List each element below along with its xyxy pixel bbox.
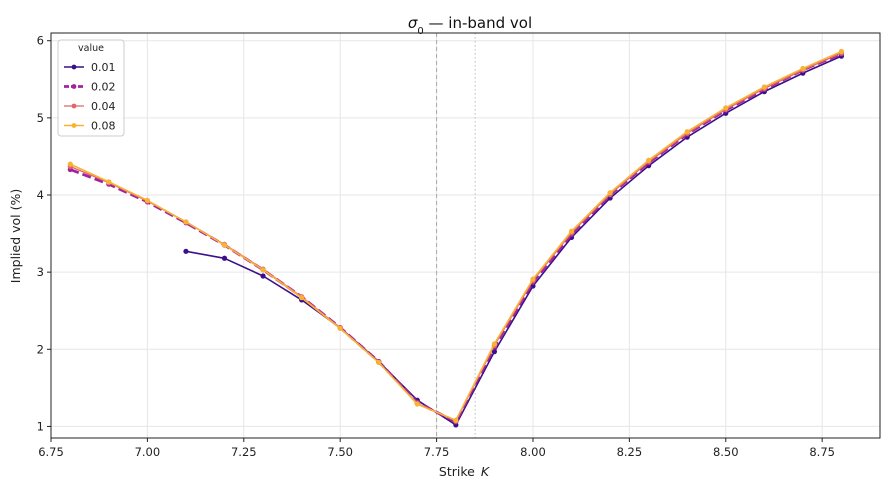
x-tick-label: 7.00 xyxy=(135,445,161,459)
title-text: — in-band vol xyxy=(424,14,532,32)
legend-entry: 0.02 xyxy=(64,81,116,94)
x-tick-label: 6.75 xyxy=(38,445,64,459)
y-tick-label: 1 xyxy=(37,419,44,433)
y-tick-label: 6 xyxy=(37,34,44,48)
data-point xyxy=(723,105,729,111)
data-point xyxy=(568,228,575,234)
legend-swatch-marker xyxy=(71,84,77,89)
data-point xyxy=(337,325,343,332)
data-point xyxy=(144,197,150,203)
x-tick-label: 8.50 xyxy=(713,445,739,459)
data-point xyxy=(491,349,498,355)
title-subscript: 0 xyxy=(417,26,423,37)
data-point xyxy=(453,417,459,423)
legend-entry: 0.04 xyxy=(64,100,116,113)
data-point xyxy=(646,157,652,163)
data-point xyxy=(761,84,767,90)
data-point xyxy=(221,242,228,248)
x-axis-label-text: Strike xyxy=(439,464,475,479)
data-point xyxy=(183,248,189,254)
y-tick-label: 2 xyxy=(37,342,44,356)
data-point xyxy=(299,295,305,301)
x-tick-label: 7.50 xyxy=(327,445,353,459)
data-point xyxy=(838,48,845,55)
data-point xyxy=(106,179,112,185)
x-axis-label-variable: K xyxy=(481,464,491,479)
y-tick-label: 4 xyxy=(37,188,44,202)
x-tick-label: 8.75 xyxy=(809,445,835,459)
grid xyxy=(50,33,880,438)
legend-entry: 0.01 xyxy=(64,61,116,74)
legend-swatch-marker xyxy=(71,64,77,70)
series-0.01 xyxy=(183,53,845,428)
data-point xyxy=(491,341,498,347)
data-point xyxy=(800,65,806,72)
x-tick-label: 7.25 xyxy=(231,445,257,459)
data-point xyxy=(414,401,420,407)
legend-label: 0.02 xyxy=(91,81,116,94)
x-axis-label: Strike K xyxy=(439,464,491,479)
data-point xyxy=(530,283,536,289)
legend-label: 0.04 xyxy=(91,100,116,113)
legend-title: value xyxy=(78,43,104,54)
data-point xyxy=(376,359,382,365)
series-line xyxy=(185,55,842,426)
legend-label: 0.08 xyxy=(91,120,116,133)
legend: value 0.01 0.02 0.04 0.08 xyxy=(57,39,125,137)
legend-frame xyxy=(57,39,125,137)
chart-title: σ0 — in-band vol xyxy=(408,14,532,37)
plot-frame xyxy=(50,32,881,439)
x-axis-ticks: 6.75 7.00 7.25 7.50 7.75 8.00 8.25 8.50 8.75 xyxy=(38,438,835,459)
y-tick-label: 3 xyxy=(37,265,44,279)
data-point xyxy=(684,129,690,135)
legend-entries: 0.01 0.02 0.04 0.08 xyxy=(64,61,116,133)
y-axis-ticks: 1 2 3 4 5 6 xyxy=(37,34,51,433)
data-point xyxy=(67,161,73,167)
series-0.08 xyxy=(67,48,845,423)
data-point xyxy=(260,273,266,279)
data-point xyxy=(260,267,266,273)
legend-swatch-marker xyxy=(71,103,77,109)
y-tick-label: 5 xyxy=(37,111,44,125)
title-symbol: σ xyxy=(408,14,418,32)
data-point xyxy=(183,219,189,225)
x-tick-label: 7.75 xyxy=(424,445,450,459)
x-tick-label: 8.00 xyxy=(520,445,546,459)
reference-lines xyxy=(436,33,476,438)
data-point xyxy=(530,276,536,282)
legend-swatch-marker xyxy=(71,123,77,128)
series-lines xyxy=(67,48,845,428)
legend-label: 0.01 xyxy=(91,61,116,74)
x-tick-label: 8.25 xyxy=(617,445,643,459)
data-point xyxy=(607,190,613,196)
legend-entry: 0.08 xyxy=(64,120,116,133)
y-axis-label: Implied vol (%) xyxy=(8,189,23,283)
data-point xyxy=(221,255,228,261)
